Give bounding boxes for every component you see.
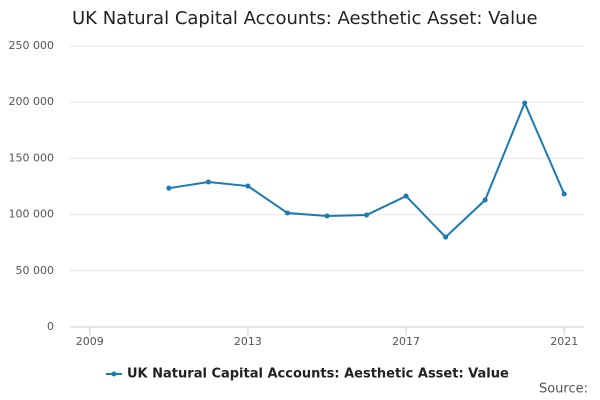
point xyxy=(324,213,330,219)
chart-title: UK Natural Capital Accounts: Aesthetic A… xyxy=(72,8,538,29)
point xyxy=(561,191,567,197)
point xyxy=(166,185,172,191)
y-tick-label: 50 000 xyxy=(16,264,55,277)
point xyxy=(443,234,449,240)
source: Source: xyxy=(539,382,588,397)
y-tick-label: 250 000 xyxy=(9,39,55,52)
x-tick-label: 2009 xyxy=(76,335,104,348)
point xyxy=(205,179,211,185)
y-tick-label: 150 000 xyxy=(9,151,55,164)
y-tick-label: 0 xyxy=(47,320,54,333)
point xyxy=(364,212,370,218)
point xyxy=(245,183,251,189)
x-tick-label: 2021 xyxy=(550,335,578,348)
y-tick-label: 200 000 xyxy=(9,95,55,108)
point xyxy=(522,100,528,106)
x-tick-label: 2017 xyxy=(392,335,420,348)
x-tick-label: 2013 xyxy=(234,335,262,348)
legend-label: UK Natural Capital Accounts: Aesthetic A… xyxy=(127,367,509,382)
point xyxy=(284,210,290,216)
legend-swatch-point xyxy=(111,371,117,377)
y-tick-label: 100 000 xyxy=(9,208,55,221)
point xyxy=(482,197,488,203)
point xyxy=(403,193,409,199)
